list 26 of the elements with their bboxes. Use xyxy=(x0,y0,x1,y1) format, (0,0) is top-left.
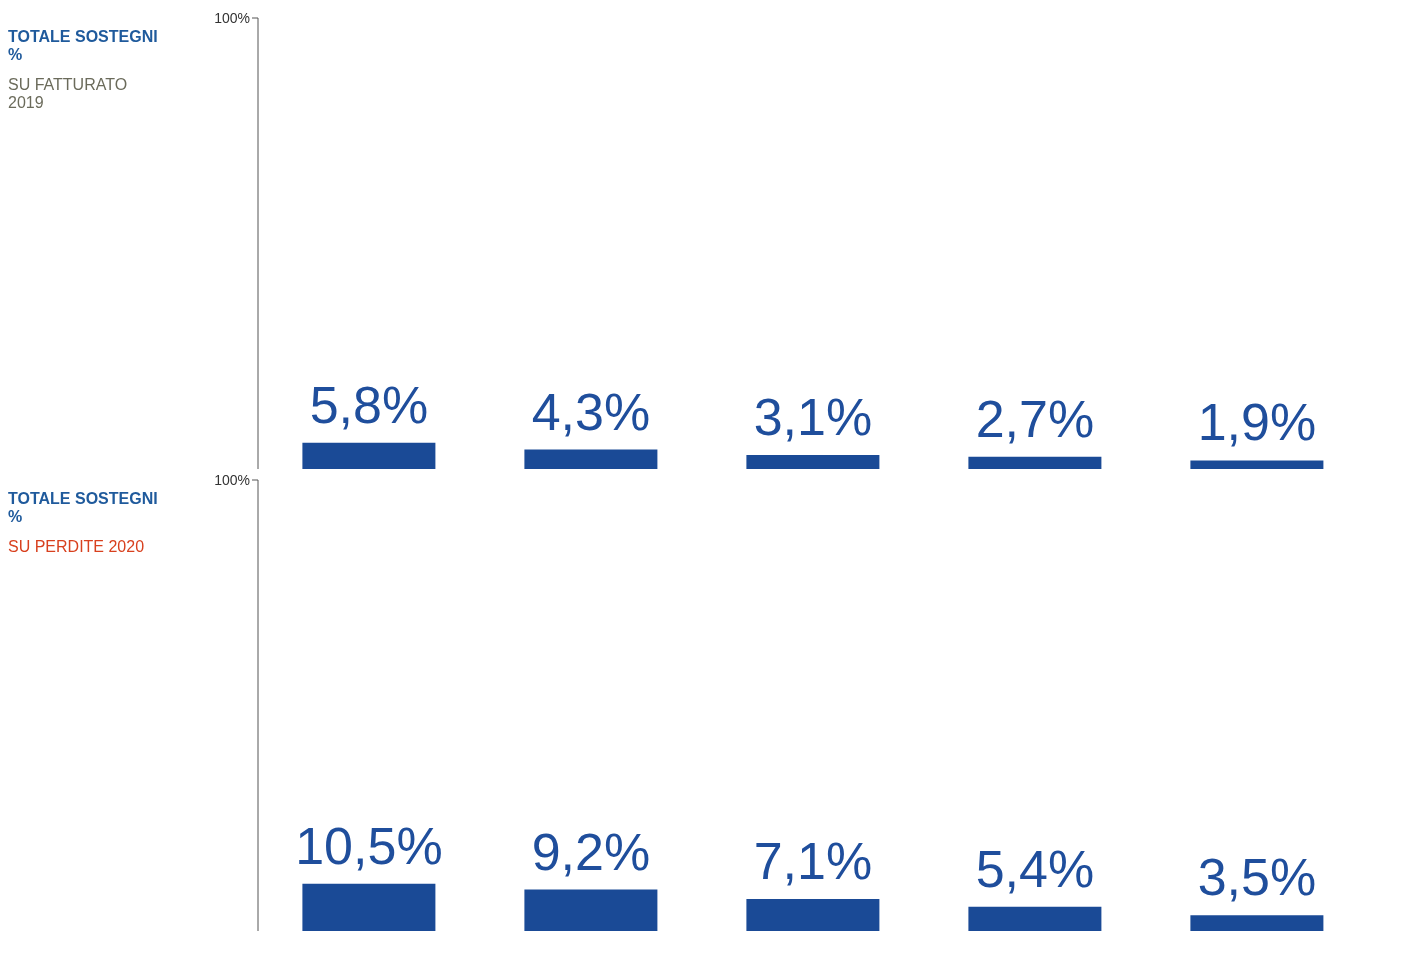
bar xyxy=(524,889,658,931)
data-label: 1,9% xyxy=(1197,393,1317,452)
data-label: 3,1% xyxy=(753,388,873,447)
bar xyxy=(1190,460,1324,469)
data-label: 2,7% xyxy=(975,389,1095,448)
data-label: 3,5% xyxy=(1197,848,1317,907)
data-label: 5,4% xyxy=(975,839,1095,898)
data-label: 5,8% xyxy=(309,375,429,434)
y-axis-title: SU FATTURATO 2019 xyxy=(8,76,129,112)
bar xyxy=(1190,915,1324,931)
data-label: 9,2% xyxy=(531,822,651,881)
data-label: 10,5% xyxy=(295,816,443,875)
bar xyxy=(968,456,1102,469)
text: TOTALE SOSTEGNI % xyxy=(8,490,159,526)
y-axis-title: SU PERDITE 2020 xyxy=(8,538,146,556)
bar xyxy=(746,455,880,469)
data-label: 4,3% xyxy=(531,382,651,441)
bar xyxy=(968,906,1102,931)
bar xyxy=(302,883,436,931)
data-label: 7,1% xyxy=(753,831,873,890)
bar xyxy=(302,442,436,469)
y-tick-label: 100% xyxy=(214,471,250,488)
bar xyxy=(524,449,658,469)
bar xyxy=(746,898,880,931)
y-tick-label: 100% xyxy=(214,9,250,26)
text: TOTALE SOSTEGNI % xyxy=(8,28,159,64)
